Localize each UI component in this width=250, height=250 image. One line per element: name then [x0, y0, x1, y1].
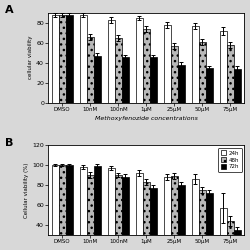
Y-axis label: cellular viability: cellular viability	[28, 36, 33, 80]
Bar	[66, 165, 73, 250]
Bar	[115, 38, 122, 103]
Bar	[94, 56, 101, 103]
Bar	[234, 230, 241, 250]
Text: B: B	[5, 138, 14, 148]
Legend: 24h, 48h, 72h: 24h, 48h, 72h	[218, 148, 242, 172]
Bar	[199, 42, 206, 103]
Bar	[87, 37, 94, 103]
Bar	[94, 166, 101, 250]
Bar	[192, 26, 199, 103]
Bar	[136, 18, 143, 103]
X-axis label: Methoxyfenozide concentrations: Methoxyfenozide concentrations	[95, 116, 198, 121]
Bar	[164, 177, 171, 250]
Bar	[178, 65, 185, 103]
Bar	[164, 24, 171, 103]
Bar	[220, 31, 227, 103]
Bar	[192, 179, 199, 250]
Bar	[66, 14, 73, 103]
Bar	[206, 68, 213, 103]
Bar	[59, 14, 66, 103]
Bar	[227, 45, 234, 103]
Bar	[150, 188, 157, 250]
Bar	[199, 190, 206, 250]
Bar	[80, 167, 87, 250]
Bar	[171, 46, 178, 103]
Bar	[150, 57, 157, 103]
Bar	[171, 176, 178, 250]
Bar	[122, 177, 129, 250]
Bar	[178, 185, 185, 250]
Y-axis label: Cellular viability (%): Cellular viability (%)	[24, 162, 29, 218]
Bar	[227, 221, 234, 250]
Bar	[108, 20, 115, 103]
Bar	[143, 28, 150, 103]
Bar	[52, 165, 59, 250]
Bar	[59, 165, 66, 250]
Bar	[136, 173, 143, 250]
Bar	[143, 182, 150, 250]
Bar	[115, 175, 122, 250]
Bar	[122, 57, 129, 103]
Text: A: A	[5, 5, 14, 15]
Bar	[80, 14, 87, 103]
Bar	[108, 168, 115, 250]
Bar	[220, 208, 227, 250]
Bar	[87, 175, 94, 250]
Bar	[52, 14, 59, 103]
Bar	[206, 193, 213, 250]
Bar	[234, 69, 241, 103]
